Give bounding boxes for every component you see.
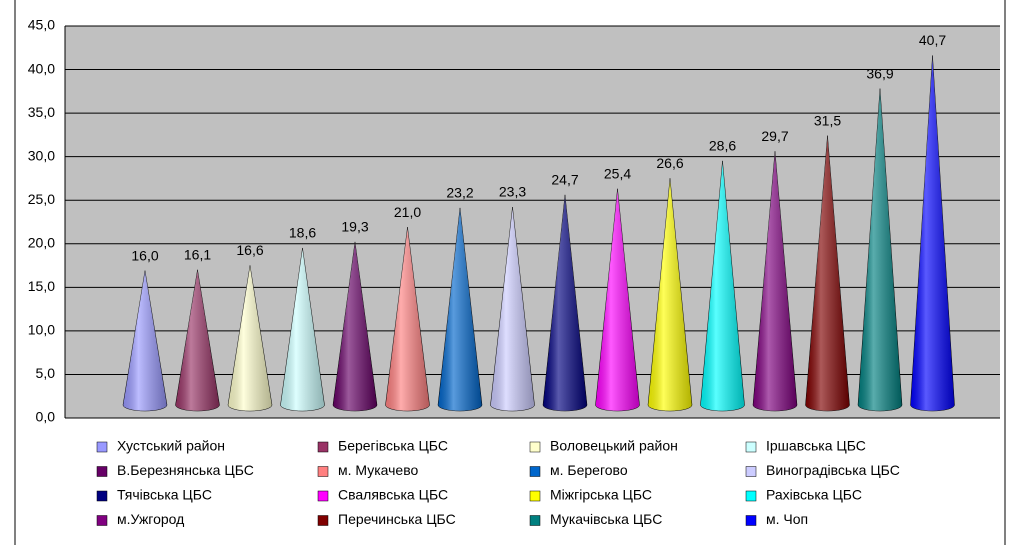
legend-label: м. Чоп xyxy=(766,511,808,527)
data-label: 29,7 xyxy=(761,128,788,144)
legend-swatch xyxy=(745,490,757,502)
data-label: 16,6 xyxy=(236,242,263,258)
legend-swatch xyxy=(745,466,757,477)
y-tick-label: 30,0 xyxy=(28,147,55,163)
y-tick-label: 5,0 xyxy=(36,365,56,381)
cone-shade xyxy=(858,88,902,411)
legend-label: В.Березнянська ЦБС xyxy=(117,462,254,478)
legend-label: Іршавська ЦБС xyxy=(766,438,866,454)
cone-shade xyxy=(543,194,587,411)
cone-shade xyxy=(910,55,955,412)
legend-swatch xyxy=(317,490,329,502)
legend-swatch xyxy=(745,515,757,526)
legend-label: Перечинська ЦБС xyxy=(338,511,456,527)
legend-label: Свалявська ЦБС xyxy=(338,487,448,503)
legend-label: Виноградівська ЦБС xyxy=(766,462,900,478)
data-label: 28,6 xyxy=(709,138,736,154)
legend-label: Берегівська ЦБС xyxy=(338,438,448,454)
cone-shade xyxy=(175,269,220,411)
data-label: 24,7 xyxy=(551,172,578,188)
legend-swatch xyxy=(96,515,108,526)
data-label: 16,0 xyxy=(131,247,158,263)
data-label: 21,0 xyxy=(394,204,421,220)
data-label: 23,3 xyxy=(499,184,526,200)
cone-shade xyxy=(700,160,745,411)
legend-swatch xyxy=(96,441,108,453)
y-tick-label: 20,0 xyxy=(28,234,55,250)
legend-swatch xyxy=(96,466,108,477)
y-tick-label: 10,0 xyxy=(28,322,55,338)
legend-label: м. Мукачево xyxy=(338,462,418,478)
y-tick-label: 15,0 xyxy=(28,278,55,294)
legend-swatch xyxy=(317,441,329,453)
legend-label: Мукачівська ЦБС xyxy=(550,511,662,527)
legend-swatch xyxy=(529,441,541,453)
cone-shade xyxy=(805,135,850,411)
cone-shade xyxy=(438,207,482,411)
data-label: 25,4 xyxy=(604,165,631,181)
legend-swatch xyxy=(317,466,329,477)
legend-swatch xyxy=(96,490,108,502)
data-label: 40,7 xyxy=(919,32,946,48)
cone-shade xyxy=(753,151,797,411)
y-tick-label: 45,0 xyxy=(28,17,55,33)
legend-label: Хустський район xyxy=(117,438,225,454)
data-label: 31,5 xyxy=(814,112,841,128)
y-tick-label: 40,0 xyxy=(28,60,55,76)
data-label: 18,6 xyxy=(289,225,316,241)
cone-shade xyxy=(648,178,692,411)
data-label: 19,3 xyxy=(341,219,368,235)
legend-swatch xyxy=(745,441,757,453)
cone-shade xyxy=(228,265,272,411)
cone-shade xyxy=(385,227,430,411)
legend-label: Рахівська ЦБС xyxy=(766,487,862,503)
cone-shade xyxy=(123,270,167,411)
data-label: 16,1 xyxy=(184,246,211,262)
y-tick-label: 25,0 xyxy=(28,191,55,207)
legend-swatch xyxy=(529,466,541,477)
legend-label: Тячівська ЦБС xyxy=(117,487,212,503)
legend-swatch xyxy=(529,490,541,502)
data-label: 26,6 xyxy=(656,155,683,171)
legend-label: Міжгірська ЦБС xyxy=(550,487,652,503)
data-label: 23,2 xyxy=(446,185,473,201)
y-tick-label: 0,0 xyxy=(36,409,56,425)
legend-swatch xyxy=(529,515,541,526)
data-label: 36,9 xyxy=(866,65,893,81)
cone-shade xyxy=(333,241,377,411)
legend-swatch xyxy=(317,515,329,526)
legend-label: м.Ужгород xyxy=(117,511,184,527)
legend-label: Воловецький район xyxy=(550,438,678,454)
legend-label: м. Берегово xyxy=(550,462,628,478)
cone-shade xyxy=(280,247,325,411)
cone-shade xyxy=(595,188,640,411)
y-tick-label: 35,0 xyxy=(28,104,55,120)
cone-shade xyxy=(490,207,535,411)
